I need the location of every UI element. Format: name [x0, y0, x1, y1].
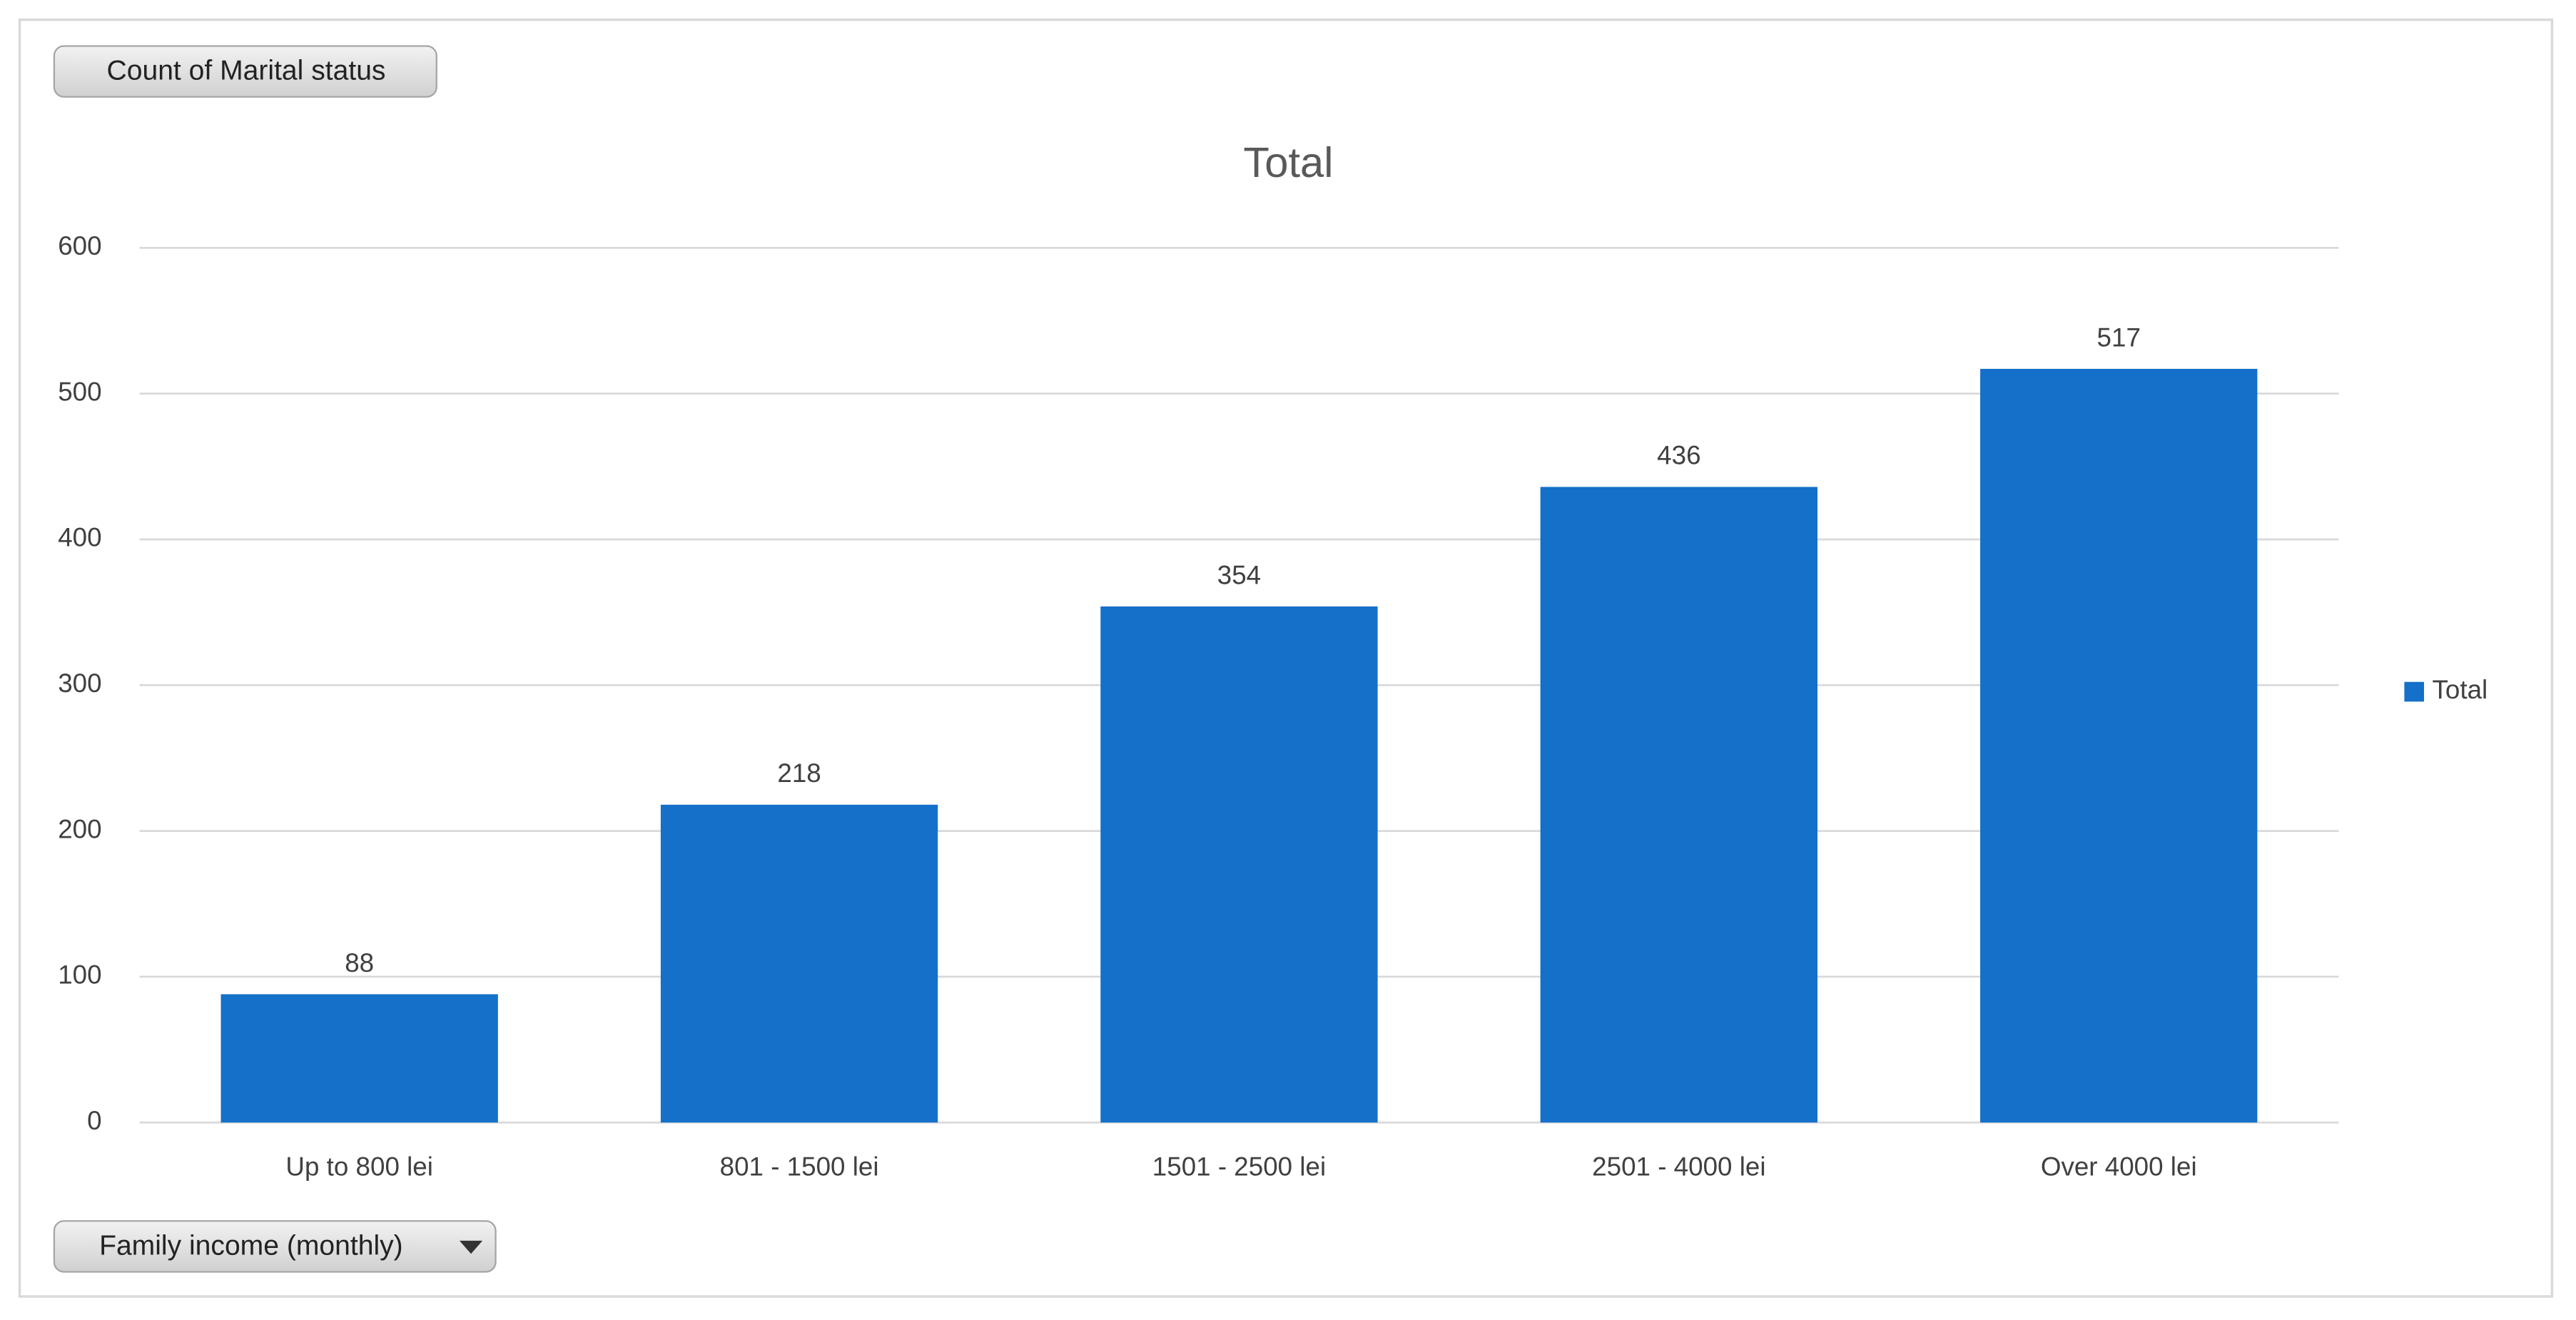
y-tick-label: 500: [58, 377, 101, 406]
button-label[interactable]: Family income (monthly): [99, 1230, 403, 1261]
y-tick-label: 600: [58, 231, 101, 260]
button-bg[interactable]: [53, 45, 437, 98]
bar: [660, 804, 938, 1123]
value-field-button[interactable]: Count of Marital status: [53, 45, 437, 98]
x-tick-label: 2501 - 4000 lei: [1592, 1152, 1765, 1181]
data-label: 436: [1657, 441, 1700, 470]
data-label: 354: [1217, 560, 1261, 589]
x-tick-label: Over 4000 lei: [2041, 1152, 2197, 1181]
dropdown-arrow[interactable]: [459, 1240, 483, 1254]
bar: [1100, 606, 1378, 1123]
button-bg[interactable]: [53, 1220, 497, 1273]
x-tick-label: 1501 - 2500 lei: [1152, 1152, 1326, 1181]
x-tick-label: Up to 800 lei: [285, 1152, 433, 1181]
data-label: 517: [2097, 323, 2141, 352]
y-tick-label: 300: [58, 669, 101, 698]
x-tick-label: 801 - 1500 lei: [720, 1152, 879, 1181]
y-tick-label: 0: [87, 1106, 101, 1135]
y-tick-label: 100: [58, 960, 101, 990]
y-tick-label: 200: [58, 814, 101, 843]
y-tick-label: 400: [58, 523, 101, 552]
bar: [220, 994, 498, 1123]
legend-swatch: [2404, 681, 2425, 702]
data-label: 218: [777, 758, 821, 788]
bar: [1540, 487, 1818, 1123]
chart-title: Total: [1243, 138, 1333, 186]
bar: [1980, 368, 2258, 1123]
axis-field-button[interactable]: Family income (monthly): [53, 1220, 497, 1273]
legend-label: Total: [2433, 675, 2488, 704]
button-label[interactable]: Count of Marital status: [107, 56, 386, 86]
data-label: 88: [345, 948, 374, 978]
